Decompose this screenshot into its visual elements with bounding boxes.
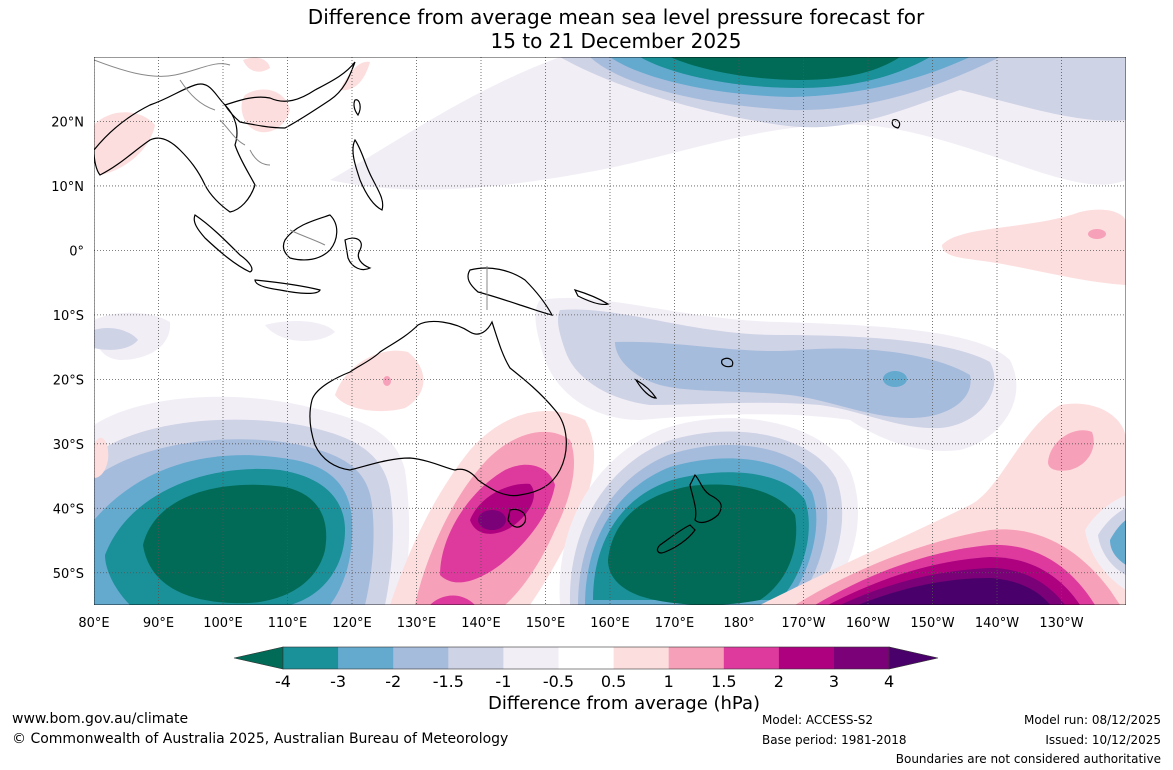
latitude-labels: 20°N 10°N 0° 10°S 20°S 30°S 40°S 50°S	[51, 115, 84, 581]
colorbar-swatch	[668, 647, 725, 669]
new-zealand-north-coast	[689, 473, 722, 524]
lon-label: 130°E	[397, 616, 437, 631]
lon-label: 180°	[723, 616, 754, 631]
colorbar-swatch	[613, 647, 670, 669]
lon-label: 120°E	[332, 616, 372, 631]
pressure-anomaly-field	[94, 57, 1126, 605]
colorbar-swatch	[723, 647, 780, 669]
colorbar-tick-label: 4	[884, 672, 894, 691]
south-pacific-low-band	[94, 297, 1017, 451]
lat-label: 20°N	[51, 115, 84, 130]
website-link[interactable]: www.bom.gov.au/climate	[12, 711, 189, 727]
colorbar-outline	[282, 646, 890, 670]
hawaii-coast	[891, 119, 901, 129]
colorbar-swatch	[558, 647, 615, 669]
copyright-text: © Commonwealth of Australia 2025, Austra…	[12, 731, 509, 747]
colorbar-swatch	[393, 647, 449, 669]
lat-label: 10°N	[51, 180, 84, 195]
graticule	[94, 57, 1126, 605]
colorbar-tick-label: 2	[774, 672, 784, 691]
lon-label: 150°W	[910, 616, 954, 631]
taiwan-coast	[353, 99, 361, 117]
new-caledonia-coast	[634, 378, 658, 399]
model-name: Model: ACCESS-S2	[762, 713, 874, 727]
colorbar-swatch	[283, 647, 339, 669]
lon-label: 150°E	[526, 616, 566, 631]
colorbar-tick-label: 1	[664, 672, 674, 691]
issued-date: Issued: 10/12/2025	[1045, 733, 1161, 747]
new-zealand-low-anomaly	[559, 418, 859, 605]
colorbar-tick-label: 3	[829, 672, 839, 691]
indian-ocean-low-anomaly	[94, 396, 410, 605]
australia-coast	[309, 320, 567, 497]
solomon-islands-coast	[573, 289, 610, 306]
lon-label: 80°E	[78, 616, 109, 631]
boundaries-disclaimer: Boundaries are not considered authoritat…	[895, 752, 1161, 766]
philippines-coast	[352, 138, 384, 211]
lon-label: 90°E	[143, 616, 174, 631]
colorbar	[233, 646, 939, 670]
lon-label: 110°E	[268, 616, 308, 631]
sumatra-coast	[193, 214, 253, 273]
map-title: Difference from average mean sea level p…	[0, 5, 1173, 53]
lat-label: 50°S	[53, 567, 84, 582]
lon-label: 100°E	[203, 616, 243, 631]
colorbar-tick-labels: -4 -3 -2 -1.5 -1 -0.5 0.5 1 1.5 2 3 4	[275, 672, 894, 691]
lon-label: 160°E	[590, 616, 630, 631]
lat-label: 30°S	[53, 438, 84, 453]
lon-label: 140°E	[461, 616, 501, 631]
lat-label: 10°S	[53, 309, 84, 324]
colorbar-swatch	[503, 647, 559, 669]
north-pacific-low-anomaly	[330, 57, 1126, 190]
colorbar-tick-label: -2	[385, 672, 401, 691]
lon-label: 130°W	[1039, 616, 1083, 631]
colorbar-swatch	[448, 647, 504, 669]
colorbar-extend-high	[888, 646, 939, 670]
colorbar-tick-label: -4	[275, 672, 291, 691]
colorbar-tick-label: -0.5	[543, 672, 574, 691]
fiji-coast	[721, 357, 734, 368]
colorbar-tick-label: -3	[330, 672, 346, 691]
lat-label: 40°S	[53, 502, 84, 517]
national-borders	[94, 59, 488, 310]
lat-label: 0°	[69, 244, 84, 259]
longitude-labels: 80°E 90°E 100°E 110°E 120°E 130°E 140°E 150°E 16…	[78, 616, 1083, 631]
lon-label: 140°W	[975, 616, 1019, 631]
title-line-2: 15 to 21 December 2025	[490, 29, 742, 53]
lon-label: 170°E	[655, 616, 695, 631]
colorbar-extend-low	[233, 646, 284, 670]
lat-label: 20°S	[53, 373, 84, 388]
borneo-coast	[282, 214, 338, 261]
model-run-date: Model run: 08/12/2025	[1023, 713, 1161, 727]
lon-label: 170°W	[781, 616, 825, 631]
colorbar-swatch	[834, 647, 890, 669]
title-line-1: Difference from average mean sea level p…	[307, 5, 925, 29]
colorbar-tick-label: -1	[495, 672, 511, 691]
new-guinea-coast	[467, 267, 554, 316]
southeast-pacific-high-anomaly	[760, 403, 1126, 605]
colorbar-swatch	[778, 647, 835, 669]
lon-label: 160°W	[846, 616, 890, 631]
asia-coast	[94, 83, 256, 213]
tasmania-coast	[507, 508, 527, 528]
java-coast	[254, 279, 321, 294]
coastlines	[94, 61, 901, 554]
colorbar-tick-label: 0.5	[601, 672, 626, 691]
china-coast	[224, 61, 356, 129]
sulawesi-coast	[344, 237, 372, 271]
colorbar-tick-label: -1.5	[433, 672, 464, 691]
colorbar-tick-label: 1.5	[711, 672, 736, 691]
colorbar-label: Difference from average (hPa)	[487, 693, 761, 714]
asia-borders	[94, 59, 326, 246]
base-period: Base period: 1981-2018	[762, 733, 907, 747]
colorbar-swatch	[338, 647, 394, 669]
